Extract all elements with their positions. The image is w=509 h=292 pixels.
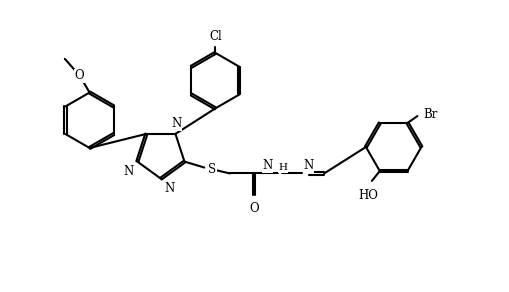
Text: N: N	[171, 117, 181, 130]
Text: O: O	[75, 69, 84, 82]
Text: Br: Br	[422, 107, 437, 121]
Text: N: N	[262, 159, 272, 173]
Text: HO: HO	[357, 189, 377, 202]
Text: H: H	[278, 164, 287, 173]
Text: N: N	[303, 159, 313, 173]
Text: Cl: Cl	[209, 30, 221, 43]
Text: N: N	[123, 165, 133, 178]
Text: O: O	[248, 202, 258, 215]
Text: S: S	[208, 163, 216, 176]
Text: N: N	[164, 182, 175, 195]
